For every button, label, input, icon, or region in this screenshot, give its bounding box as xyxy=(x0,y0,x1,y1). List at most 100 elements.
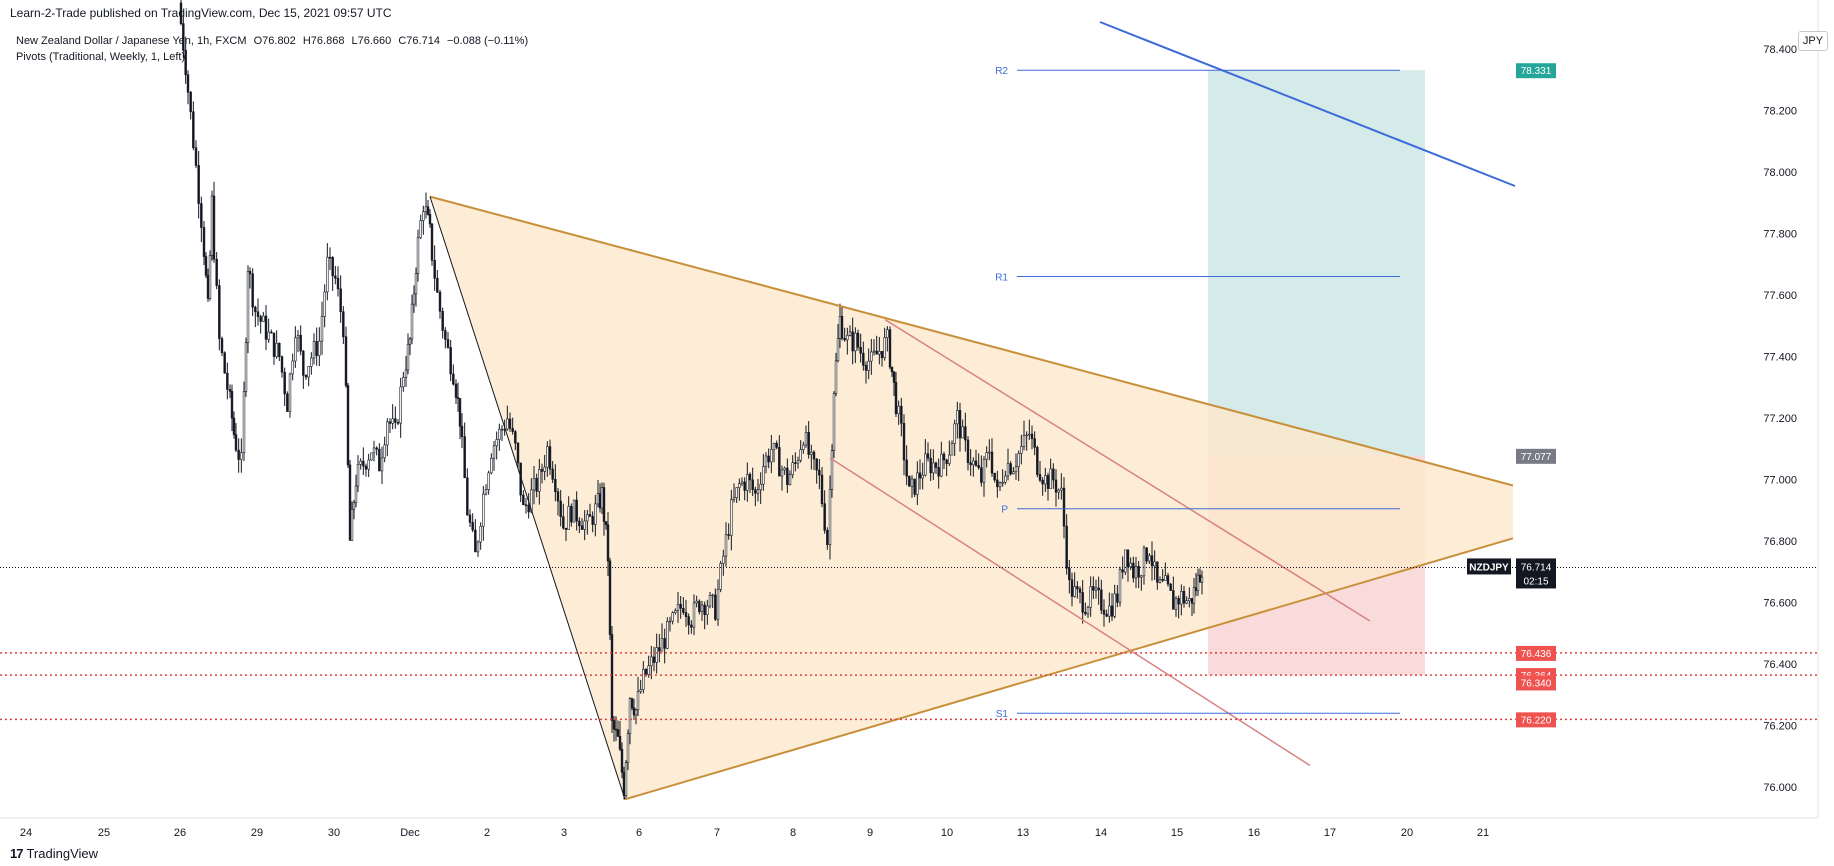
candle xyxy=(259,314,262,334)
candle-body xyxy=(354,485,358,504)
candle xyxy=(1105,609,1108,618)
candle-body xyxy=(275,342,278,357)
candle-body xyxy=(1041,479,1044,485)
candle-body xyxy=(1188,598,1191,602)
candle-body xyxy=(812,451,816,460)
candle xyxy=(476,540,480,557)
candle-body xyxy=(788,474,792,485)
candle xyxy=(516,442,520,470)
candle-body xyxy=(1062,487,1066,527)
candle xyxy=(932,449,935,480)
candle xyxy=(441,307,444,339)
candle xyxy=(953,419,956,456)
candle xyxy=(791,455,794,479)
candle xyxy=(212,181,216,263)
candle-body xyxy=(724,534,728,557)
candle xyxy=(1062,477,1066,539)
currency-badge[interactable]: JPY xyxy=(1798,31,1828,51)
candle-body xyxy=(714,594,717,620)
candle xyxy=(612,715,616,742)
candle xyxy=(620,742,624,779)
y-tick-label: 78.000 xyxy=(1763,167,1797,179)
candle-body xyxy=(628,698,632,734)
candle-body xyxy=(918,472,922,479)
candle xyxy=(905,445,908,486)
candle xyxy=(759,472,762,504)
candle-body xyxy=(359,460,362,465)
candle xyxy=(304,374,308,380)
candle-body xyxy=(1121,569,1124,573)
candle xyxy=(302,349,305,389)
candle-body xyxy=(998,482,1002,488)
candle xyxy=(748,472,752,494)
candle xyxy=(315,327,318,366)
candle xyxy=(1118,566,1122,607)
candle-body xyxy=(775,442,778,448)
candle xyxy=(254,305,257,328)
candle-body xyxy=(328,256,332,259)
candle-body xyxy=(310,357,313,367)
candle xyxy=(530,478,533,514)
candle-body xyxy=(426,206,430,215)
candle xyxy=(1041,477,1044,496)
candle-body xyxy=(746,474,749,491)
candle xyxy=(945,458,948,477)
candle-body xyxy=(780,469,784,477)
candle-body xyxy=(192,111,195,149)
candle xyxy=(551,461,554,483)
candle-body xyxy=(1150,555,1154,567)
candle-body xyxy=(644,668,648,675)
candle-body xyxy=(902,423,906,461)
candle-body xyxy=(1070,579,1074,597)
x-tick-label: 17 xyxy=(1324,827,1336,839)
candle xyxy=(1116,585,1119,608)
candle xyxy=(832,391,836,458)
candles xyxy=(179,0,1204,800)
candle-body xyxy=(556,491,560,502)
candle xyxy=(535,473,538,498)
candle xyxy=(828,475,832,560)
price-badge xyxy=(1516,645,1556,661)
pivot-label: P xyxy=(1001,505,1008,516)
candle xyxy=(1097,576,1100,605)
indicator-legend[interactable]: Pivots (Traditional, Weekly, 1, Left) xyxy=(16,51,186,63)
candle xyxy=(1113,584,1116,619)
candle-body xyxy=(708,595,712,607)
candle-body xyxy=(182,23,185,51)
candle-body xyxy=(388,421,392,424)
candle xyxy=(886,326,889,352)
candle xyxy=(926,442,930,462)
candle-body xyxy=(921,474,924,479)
candle-body xyxy=(598,493,602,509)
candle xyxy=(679,596,682,619)
candle-body xyxy=(1017,453,1020,468)
candle xyxy=(230,384,234,431)
candle-body xyxy=(296,334,300,339)
candle-body xyxy=(562,516,565,529)
candle xyxy=(982,456,986,497)
candle xyxy=(1044,467,1047,492)
symbol-name[interactable]: New Zealand Dollar / Japanese Yen, 1h, F… xyxy=(16,35,247,47)
candle xyxy=(1124,549,1127,576)
candle xyxy=(294,326,297,368)
candle-body xyxy=(894,382,898,415)
candle-body xyxy=(804,431,808,446)
candle xyxy=(772,442,776,463)
candle-body xyxy=(1028,433,1031,436)
candle-body xyxy=(722,555,725,564)
candle-body xyxy=(700,604,704,613)
candle xyxy=(690,620,693,634)
candle xyxy=(240,438,243,473)
candle xyxy=(1166,572,1170,587)
candle-body xyxy=(624,762,628,796)
candle-body xyxy=(302,350,305,376)
candle-body xyxy=(444,330,447,340)
candle-body xyxy=(370,452,373,461)
candle-body xyxy=(851,331,854,352)
candle-body xyxy=(802,444,805,450)
candle-body xyxy=(1078,588,1082,593)
candle xyxy=(532,466,536,505)
candle-body xyxy=(344,336,348,386)
candle xyxy=(572,499,576,523)
